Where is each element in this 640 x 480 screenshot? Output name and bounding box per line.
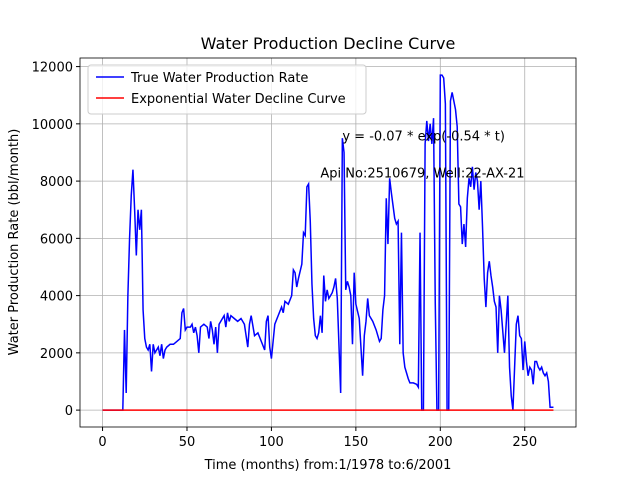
y-axis-label: Water Production Rate (bbl/month)	[7, 129, 22, 356]
x-tick-label: 0	[98, 435, 106, 450]
y-tick-label: 8000	[40, 175, 73, 190]
legend-box	[87, 64, 367, 115]
chart-title: Water Production Decline Curve	[201, 34, 456, 53]
legend-label: True Water Production Rate	[130, 71, 308, 86]
y-tick-label: 4000	[40, 290, 73, 305]
annotation: Api No:2510679, Well:22-AX-21	[320, 167, 524, 182]
y-tick-label: 2000	[40, 347, 73, 362]
y-tick-label: 12000	[32, 61, 73, 76]
annotation: y = -0.07 * exp(-0.54 * t)	[342, 129, 505, 144]
y-tick-label: 10000	[32, 118, 73, 133]
x-tick-label: 150	[343, 435, 368, 450]
x-tick-label: 200	[428, 435, 453, 450]
x-tick-label: 250	[512, 435, 537, 450]
x-tick-label: 50	[179, 435, 196, 450]
y-tick-label: 0	[65, 404, 73, 419]
x-tick-label: 100	[259, 435, 284, 450]
y-tick-label: 6000	[40, 232, 73, 247]
legend-label: Exponential Water Decline Curve	[131, 92, 346, 107]
data-line	[102, 74, 554, 411]
x-axis-label: Time (months) from:1/1978 to:6/2001	[204, 458, 452, 473]
plot-frame	[79, 57, 577, 428]
